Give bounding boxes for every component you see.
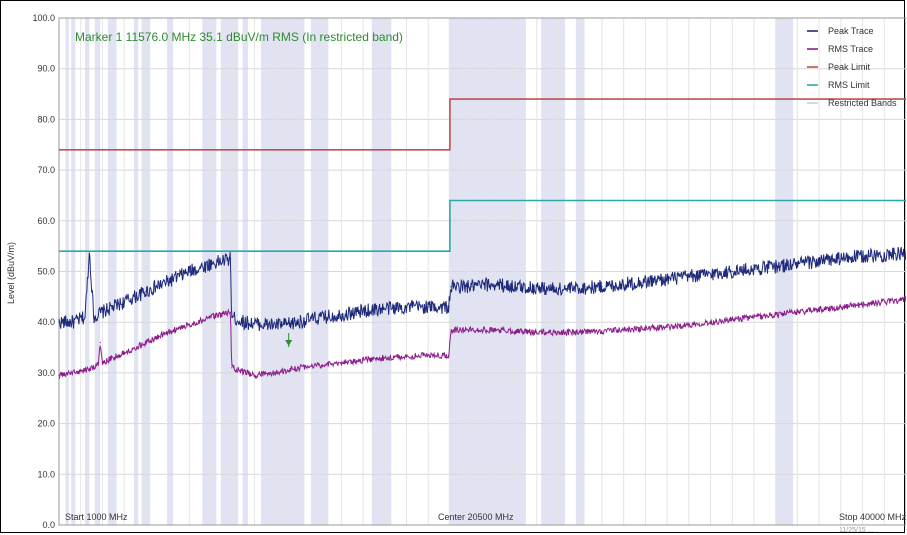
data-point [84, 369, 86, 371]
data-point [229, 258, 232, 260]
legend-label: RMS Limit [828, 80, 870, 90]
data-point [753, 316, 755, 318]
data-point [384, 357, 386, 359]
data-point [492, 329, 494, 331]
data-point [210, 316, 212, 318]
data-point [492, 283, 494, 285]
data-point [308, 319, 310, 321]
marker-layer [285, 333, 293, 348]
data-point [123, 301, 125, 303]
data-point [123, 352, 125, 354]
data-point [166, 281, 169, 283]
y-tick-label: 10.0 [37, 469, 55, 479]
data-point [145, 341, 147, 344]
y-tick-label: 0.0 [42, 520, 55, 530]
data-point [229, 311, 232, 313]
data-point [450, 329, 452, 331]
y-tick-labels: 0.0 10.0 20.0 30.0 40.0 50.0 60.0 70.0 80.0 90.0 1… [32, 13, 55, 530]
data-point [883, 301, 885, 303]
legend-label: Restricted Bands [828, 98, 897, 108]
data-point [905, 253, 906, 255]
legend-label: RMS Trace [828, 44, 873, 54]
data-point [210, 263, 212, 265]
data-point [709, 321, 712, 323]
data-point [557, 288, 560, 290]
start-frequency-label: Start 1000 MHz [65, 512, 128, 522]
data-point [340, 362, 342, 364]
data-point [579, 331, 581, 333]
data-point [644, 281, 646, 283]
series-layer [58, 98, 906, 380]
data-point [601, 286, 603, 288]
data-point [623, 329, 625, 331]
data-point [58, 321, 60, 323]
data-point [188, 270, 190, 273]
data-point [427, 354, 429, 356]
data-point [73, 321, 75, 323]
grid-layer [58, 17, 906, 526]
y-tick-label: 50.0 [37, 267, 55, 277]
data-point [101, 311, 104, 313]
data-point [775, 265, 777, 268]
legend: Peak Trace RMS Trace Peak Limit RMS Limit Re… [807, 26, 897, 108]
data-point [340, 313, 342, 316]
series-rms-limit [59, 199, 906, 252]
data-point [840, 306, 842, 308]
data-point [231, 316, 233, 318]
data-point [448, 354, 450, 356]
data-point [101, 362, 104, 364]
y-tick-label: 30.0 [37, 368, 55, 378]
corner-stamp: 11/25/15 ... [839, 527, 874, 534]
data-point [427, 306, 429, 308]
stop-frequency-label: Stop 40000 MHz [839, 512, 906, 522]
data-point [145, 291, 147, 293]
data-point [536, 331, 538, 333]
data-point [231, 367, 233, 369]
data-point [243, 321, 245, 323]
data-point [905, 298, 906, 300]
legend-label: Peak Trace [828, 26, 874, 36]
marker-readout: Marker 1 11576.0 MHz 35.1 dBuV/m RMS (In… [75, 30, 403, 44]
data-point [666, 326, 668, 328]
data-point [450, 286, 452, 288]
marker-triangle [285, 340, 293, 347]
legend-label: Peak Limit [828, 62, 871, 72]
data-point [58, 374, 60, 377]
y-tick-label: 80.0 [37, 114, 55, 124]
y-tick-label: 100.0 [32, 13, 55, 23]
data-point [688, 275, 690, 278]
data-point [796, 311, 799, 313]
data-point [84, 316, 86, 318]
data-point [731, 270, 733, 273]
y-axis-title: Level (dBuV/m) [6, 242, 16, 304]
series-peak-limit [59, 98, 906, 151]
data-point [264, 324, 266, 326]
data-point [448, 306, 450, 308]
y-tick-label: 60.0 [37, 216, 55, 226]
y-tick-label: 70.0 [37, 165, 55, 175]
data-point [166, 331, 169, 333]
center-frequency-label: Center 20500 MHz [438, 512, 514, 522]
data-point [253, 374, 256, 377]
data-point [818, 260, 820, 262]
data-point [275, 372, 277, 374]
data-point [93, 316, 95, 318]
data-point [286, 324, 288, 326]
data-point [99, 341, 101, 344]
data-point [861, 255, 864, 257]
data-point [97, 364, 99, 366]
plot-border [58, 17, 906, 526]
data-point [373, 308, 375, 311]
data-point [405, 306, 408, 308]
data-point [514, 286, 516, 288]
y-tick-label: 90.0 [37, 64, 55, 74]
data-point [471, 286, 473, 288]
y-tick-label: 40.0 [37, 317, 55, 327]
data-point [188, 324, 190, 326]
data-point [297, 367, 299, 369]
y-tick-label: 20.0 [37, 419, 55, 429]
